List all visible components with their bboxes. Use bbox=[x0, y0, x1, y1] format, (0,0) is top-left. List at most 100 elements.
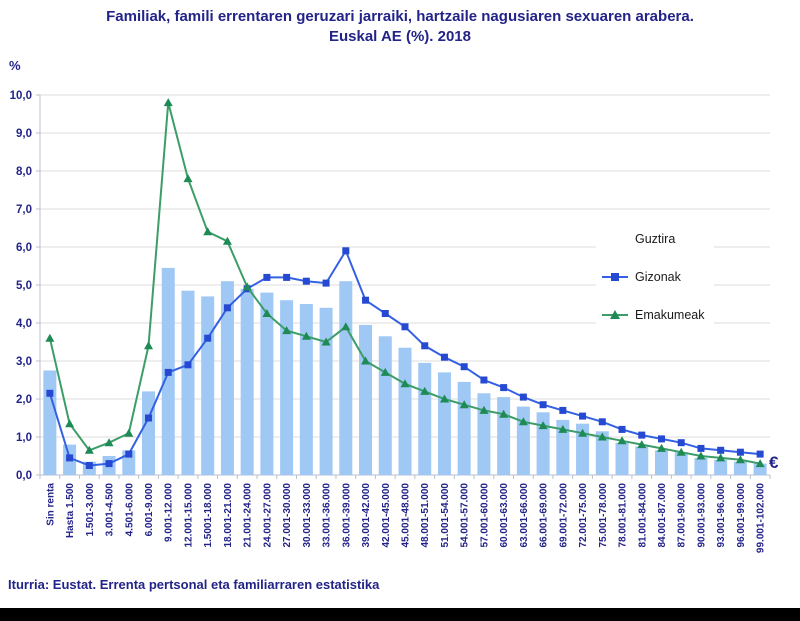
emakumeak-point bbox=[400, 379, 410, 388]
emakumeak-point bbox=[459, 400, 469, 409]
bar bbox=[733, 461, 747, 475]
x-axis-tick-label: 21.001-24.000 bbox=[243, 483, 254, 548]
x-axis-tick-label: 12.001-15.000 bbox=[183, 483, 194, 548]
bar bbox=[319, 307, 333, 475]
legend-item-emakumeak: Emakumeak bbox=[602, 304, 714, 326]
gizonak-point bbox=[677, 439, 685, 447]
bar bbox=[457, 381, 471, 475]
chart-legend: Guztira Gizonak Emakumeak bbox=[596, 216, 714, 338]
y-axis-tick-label: 4,0 bbox=[16, 318, 32, 330]
emakumeak-point bbox=[104, 438, 114, 447]
gizonak-point bbox=[283, 273, 291, 281]
footer-band bbox=[0, 608, 800, 621]
y-axis-tick-label: 8,0 bbox=[16, 166, 32, 178]
bar bbox=[339, 281, 353, 475]
x-axis-tick-label: 33.001-36.000 bbox=[322, 483, 333, 548]
gizonak-point bbox=[362, 296, 370, 304]
emakumeak-point bbox=[499, 409, 509, 418]
gizonak-point bbox=[736, 448, 744, 456]
bar bbox=[556, 419, 570, 475]
gizonak-point bbox=[66, 454, 74, 462]
bar bbox=[477, 393, 491, 475]
emakumeak-point bbox=[124, 428, 134, 437]
x-axis-tick-label: 45.001-48.000 bbox=[401, 483, 412, 548]
emakumeak-point bbox=[420, 386, 430, 395]
x-axis-tick-label: 63.001-66.000 bbox=[519, 483, 530, 548]
bar bbox=[615, 442, 629, 475]
x-axis-tick-label: 39.001-42.000 bbox=[361, 483, 372, 548]
x-axis-tick-label: 51.001-54.000 bbox=[440, 483, 451, 548]
x-axis-tick-label: 48.001-51.000 bbox=[420, 483, 431, 548]
legend-item-guztira: Guztira bbox=[602, 228, 714, 250]
line-square-swatch-icon bbox=[602, 272, 628, 282]
emakumeak-point bbox=[65, 419, 75, 428]
y-axis-tick-label: 5,0 bbox=[16, 280, 32, 292]
bar bbox=[142, 391, 156, 475]
emakumeak-point bbox=[222, 236, 232, 245]
gizonak-point bbox=[342, 247, 350, 255]
emakumeak-point bbox=[696, 451, 706, 460]
emakumeak-point bbox=[735, 455, 745, 464]
source-note: Iturria: Eustat. Errenta pertsonal eta f… bbox=[8, 577, 380, 592]
gizonak-point bbox=[184, 361, 192, 369]
x-axis-tick-label: 90.001-93.000 bbox=[696, 483, 707, 548]
bar bbox=[714, 459, 728, 475]
emakumeak-point bbox=[558, 424, 568, 433]
x-axis-tick-label: 36.001-39.000 bbox=[341, 483, 352, 548]
gizonak-point bbox=[263, 273, 271, 281]
gizonak-point bbox=[164, 368, 172, 376]
y-axis-tick-label: 10,0 bbox=[10, 90, 32, 102]
gizonak-point bbox=[717, 446, 725, 454]
x-axis-tick-label: 1.501-3.000 bbox=[85, 483, 96, 537]
y-axis-tick-label: 1,0 bbox=[16, 432, 32, 444]
y-axis-tick-label: 9,0 bbox=[16, 128, 32, 140]
emakumeak-point bbox=[203, 227, 213, 236]
x-axis-tick-label: 87.001-90.000 bbox=[677, 483, 688, 548]
x-axis-tick-label: 4.501-6.000 bbox=[124, 483, 135, 537]
emakumeak-point bbox=[361, 356, 371, 365]
legend-label-guztira: Guztira bbox=[635, 232, 676, 246]
gizonak-point bbox=[105, 460, 113, 468]
gizonak-point bbox=[85, 462, 93, 469]
emakumeak-point bbox=[578, 428, 588, 437]
x-axis-tick-label: 66.001-69.000 bbox=[539, 483, 550, 548]
gizonak-point bbox=[559, 406, 567, 414]
line-triangle-swatch-icon bbox=[602, 310, 628, 320]
gizonak-point bbox=[697, 444, 705, 452]
emakumeak-point bbox=[676, 447, 686, 456]
bar bbox=[437, 372, 451, 475]
bar bbox=[595, 431, 609, 475]
emakumeak-point bbox=[341, 322, 351, 331]
chart-title-line2: Euskal AE (%). 2018 bbox=[328, 28, 471, 45]
bar-swatch-icon bbox=[602, 234, 628, 244]
emakumeak-point bbox=[538, 421, 548, 430]
x-axis-tick-label: 78.001-81.000 bbox=[618, 483, 629, 548]
emakumeak-point bbox=[656, 443, 666, 452]
gizonak-point bbox=[302, 277, 310, 285]
legend-item-gizonak: Gizonak bbox=[602, 266, 714, 288]
emakumeak-point bbox=[597, 432, 607, 441]
bar bbox=[635, 446, 649, 475]
emakumeak-point bbox=[755, 459, 765, 468]
x-axis-tick-label: 18.001-21.000 bbox=[223, 483, 234, 548]
x-axis-tick-label: 27.001-30.000 bbox=[282, 483, 293, 548]
bar bbox=[674, 452, 688, 475]
gizonak-point bbox=[618, 425, 626, 433]
emakumeak-point bbox=[84, 445, 94, 454]
x-axis-tick-label: 96.001-99.000 bbox=[736, 483, 747, 548]
bar bbox=[181, 290, 195, 475]
gizonak-point bbox=[204, 334, 212, 342]
bar bbox=[43, 370, 57, 475]
gizonak-point bbox=[322, 279, 330, 287]
legend-label-emakumeak: Emakumeak bbox=[635, 308, 705, 322]
gizonak-point bbox=[657, 435, 665, 443]
chart-title-line1: Familiak, famili errentaren geruzari jar… bbox=[106, 8, 694, 25]
gizonak-point bbox=[638, 431, 646, 439]
emakumeak-point bbox=[183, 174, 193, 183]
bar bbox=[418, 362, 432, 475]
bar bbox=[497, 397, 511, 475]
euro-axis-label: € bbox=[769, 453, 779, 472]
bar bbox=[260, 292, 274, 475]
bar bbox=[516, 406, 530, 475]
bar bbox=[220, 281, 234, 475]
